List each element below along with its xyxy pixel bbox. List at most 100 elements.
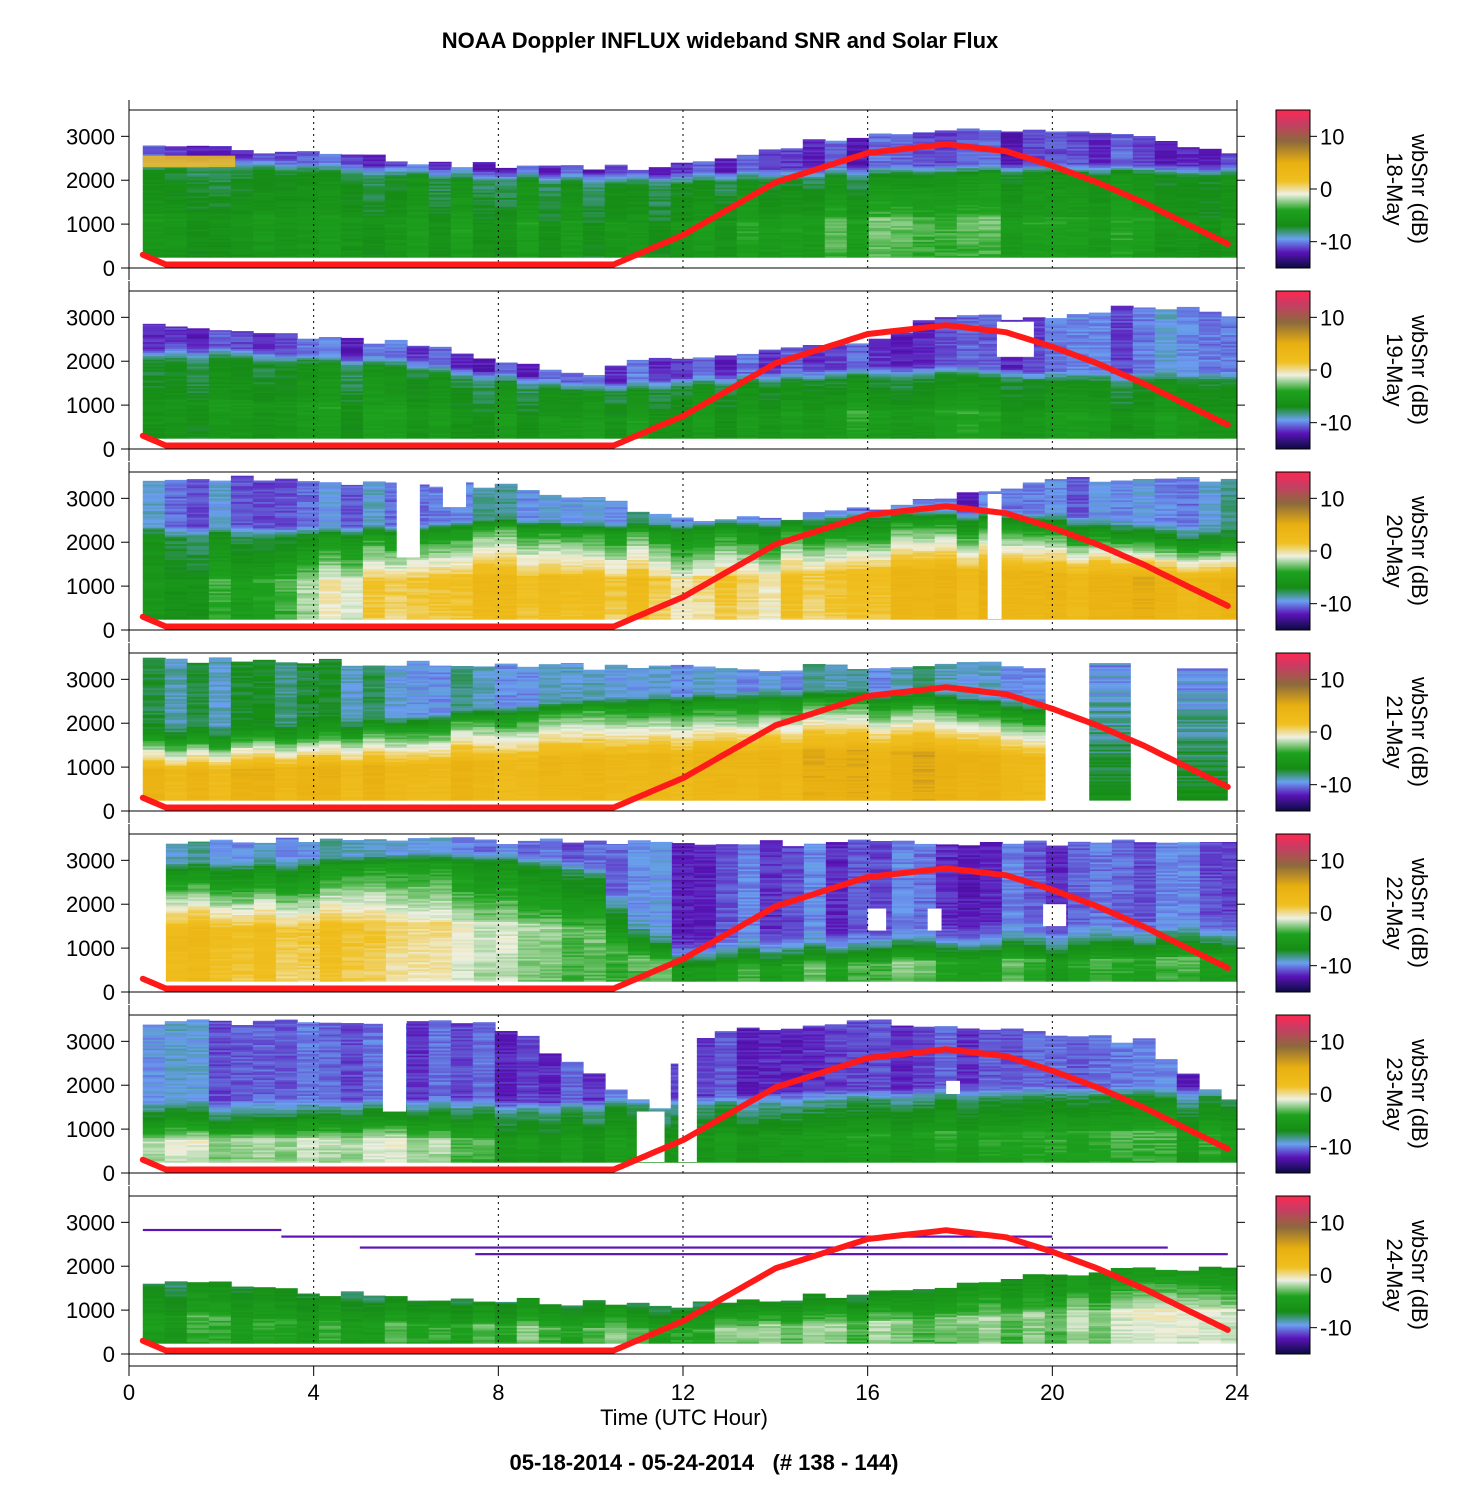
heat-cell — [1110, 160, 1134, 163]
heat-cell — [1044, 202, 1068, 205]
heat-cell — [692, 165, 716, 169]
heat-cell — [252, 411, 276, 415]
heat-cell — [1198, 165, 1222, 169]
heat-cell — [296, 429, 320, 432]
heat-cell — [362, 394, 386, 397]
heat-cell — [670, 228, 694, 232]
heat-cell — [274, 220, 298, 223]
heat-cell — [208, 350, 232, 353]
heat-cell — [230, 418, 254, 422]
heat-cell — [648, 409, 672, 413]
heat-cell — [142, 369, 166, 372]
heat-cell — [912, 415, 936, 418]
heat-cell — [472, 385, 496, 388]
heat-cell — [648, 167, 672, 169]
heat-cell — [868, 413, 892, 416]
heat-cell — [582, 424, 606, 427]
heat-cell — [846, 392, 870, 395]
heat-cell — [494, 178, 518, 181]
heat-cell — [912, 221, 936, 225]
heat-cell — [274, 165, 298, 169]
heat-cell — [428, 237, 452, 241]
heat-cell — [868, 190, 892, 193]
heat-cell — [318, 190, 342, 193]
heat-cell — [142, 427, 166, 430]
heat-cell — [318, 395, 342, 399]
heat-cell — [890, 158, 914, 162]
heat-cell — [868, 169, 892, 172]
heat-cell — [186, 332, 210, 336]
heat-cell — [428, 162, 452, 165]
heat-cell — [494, 366, 518, 369]
heat-cell — [912, 253, 936, 256]
heat-cell — [142, 373, 166, 376]
heat-cell — [1088, 171, 1112, 174]
heat-cell — [164, 199, 188, 202]
heat-cell — [1198, 216, 1222, 220]
heat-cell — [450, 202, 474, 205]
heat-cell — [934, 225, 958, 228]
heat-cell — [890, 350, 914, 353]
heat-cell — [428, 397, 452, 400]
heat-cell — [296, 162, 320, 165]
heat-cell — [318, 362, 342, 365]
heat-cell — [956, 250, 980, 253]
heat-cell — [1176, 206, 1200, 209]
heat-cell — [868, 397, 892, 400]
heat-cell — [340, 202, 364, 205]
heat-cell — [450, 383, 474, 386]
heat-cell — [340, 227, 364, 230]
heat-cell — [1198, 171, 1222, 174]
heat-cell — [890, 169, 914, 172]
heat-cell — [1044, 195, 1068, 198]
heat-cell — [1110, 139, 1134, 142]
heat-cell — [384, 218, 408, 221]
heat-cell — [626, 422, 650, 425]
heat-cell — [824, 364, 848, 367]
heat-cell — [296, 381, 320, 385]
heat-cell — [890, 413, 914, 416]
heat-cell — [824, 378, 848, 381]
heat-cell — [318, 404, 342, 408]
heat-cell — [428, 221, 452, 225]
heat-cell — [1022, 165, 1046, 169]
heat-cell — [846, 381, 870, 385]
heat-cell — [340, 167, 364, 170]
heat-cell — [340, 404, 364, 408]
heat-cell — [1198, 158, 1222, 162]
heat-cell — [758, 395, 782, 399]
heat-cell — [714, 169, 738, 172]
heat-cell — [824, 178, 848, 181]
heat-cell — [406, 359, 430, 362]
heat-cell — [626, 228, 650, 232]
heat-cell — [208, 394, 232, 397]
heat-cell — [274, 248, 298, 251]
heat-cell — [934, 186, 958, 190]
heat-cell — [1154, 185, 1178, 188]
heat-cell — [890, 404, 914, 408]
heat-cell — [824, 197, 848, 200]
heat-cell — [692, 213, 716, 216]
heat-cell — [208, 338, 232, 341]
heat-cell — [296, 427, 320, 430]
heat-cell — [1132, 141, 1156, 144]
heat-cell — [384, 345, 408, 348]
heat-cell — [318, 244, 342, 248]
heat-cell — [604, 171, 628, 174]
heat-cell — [274, 230, 298, 234]
heat-cell — [362, 353, 386, 357]
heat-cell — [802, 192, 826, 195]
heat-cell — [846, 220, 870, 223]
heat-cell — [230, 343, 254, 346]
heat-cell — [296, 236, 320, 239]
heat-cell — [186, 436, 210, 439]
heat-cell — [384, 220, 408, 223]
heat-cell — [824, 436, 848, 439]
heat-cell — [1066, 250, 1090, 253]
heat-cell — [362, 178, 386, 181]
heat-cell — [1132, 255, 1156, 258]
heat-cell — [384, 357, 408, 360]
heat-cell — [670, 181, 694, 184]
heat-cell — [538, 248, 562, 251]
heat-cell — [912, 227, 936, 230]
